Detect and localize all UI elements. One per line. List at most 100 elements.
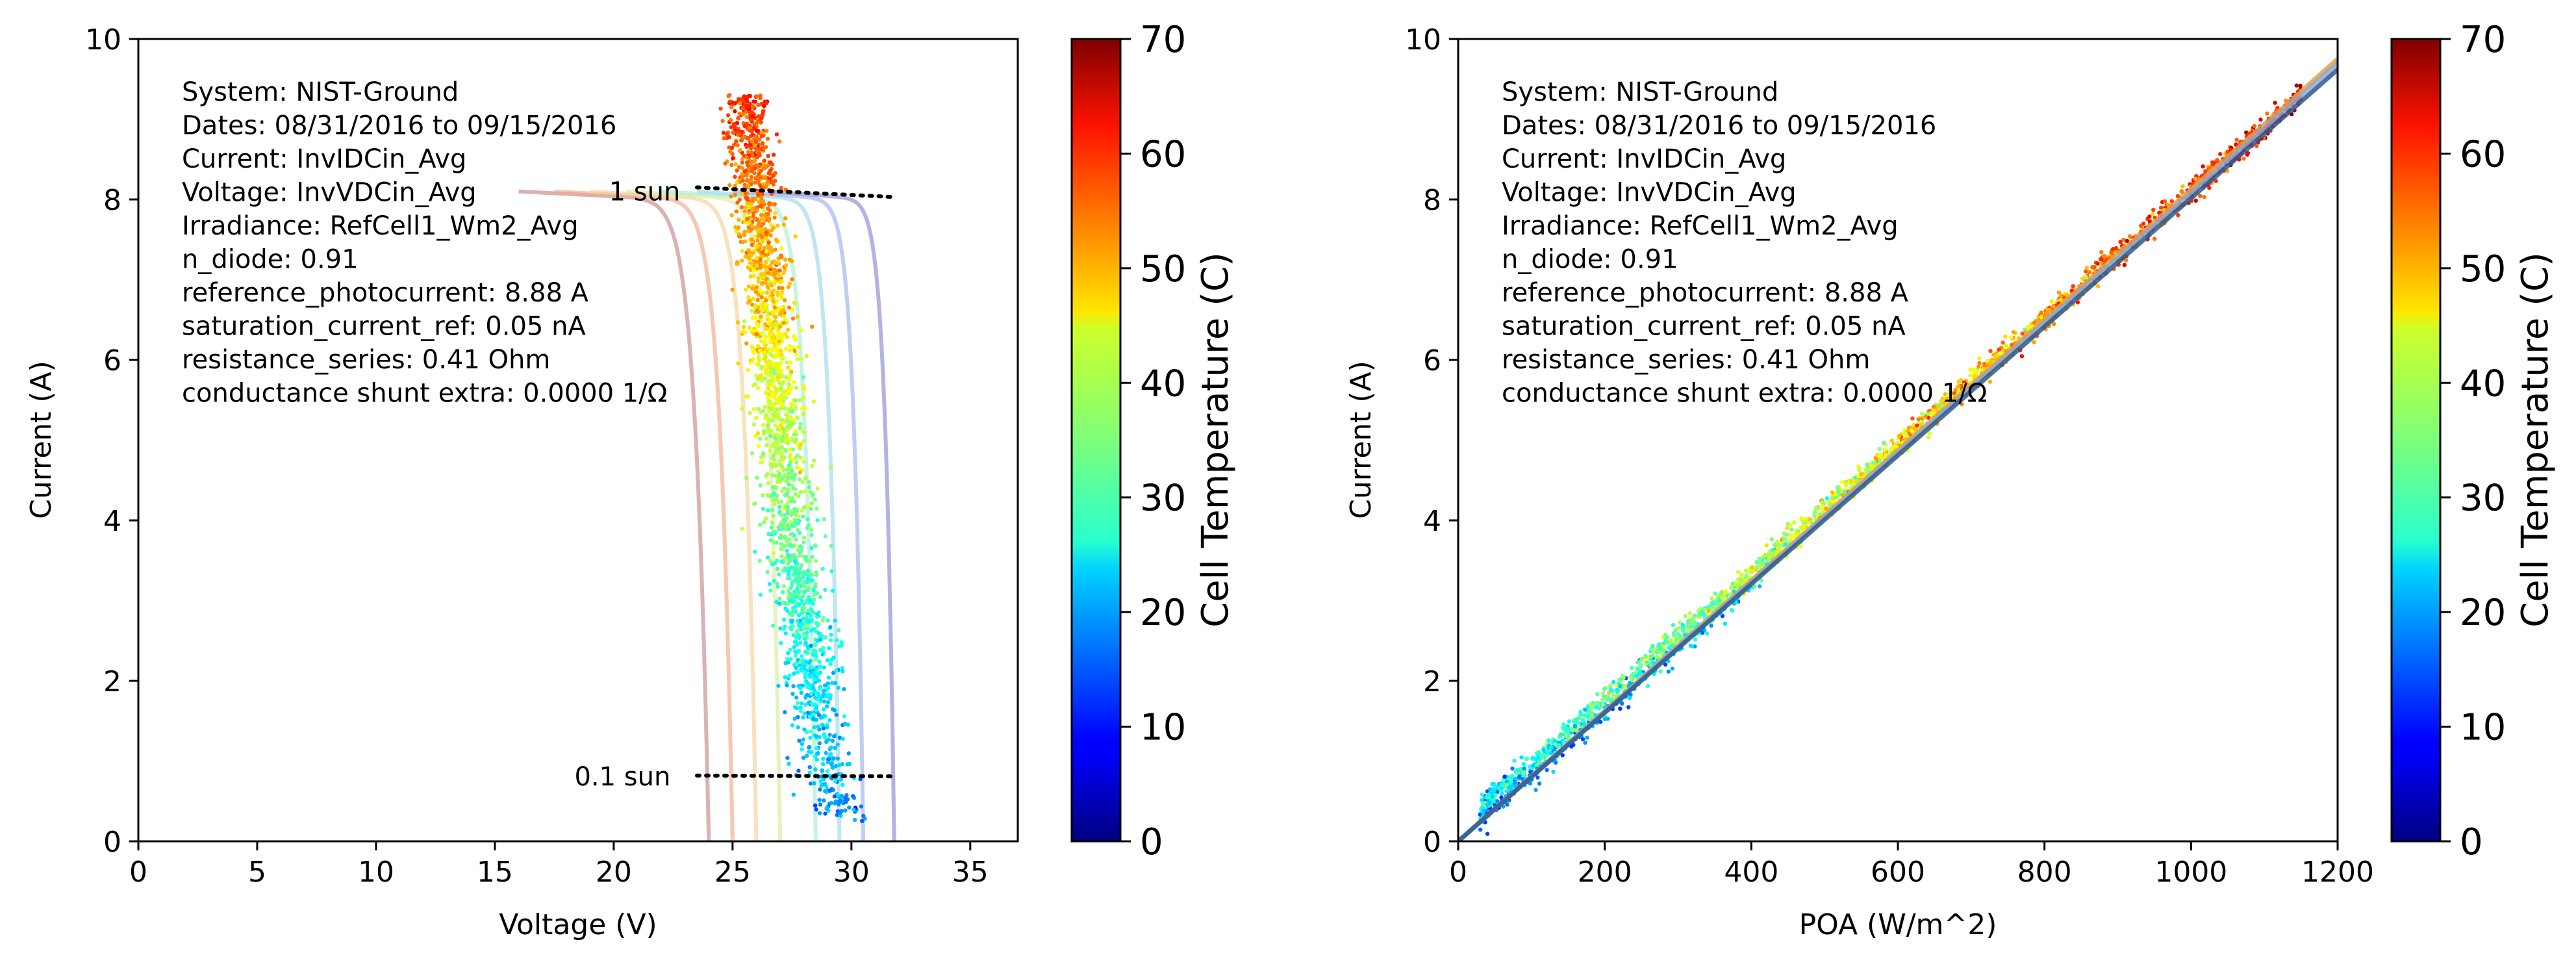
data-point [1513,776,1517,781]
iv-curve [661,189,818,841]
data-point [753,181,758,185]
data-point [783,675,787,680]
data-point [1621,675,1626,680]
data-point [1578,712,1584,717]
data-point [835,742,840,747]
data-point [827,757,831,761]
data-point [1520,776,1524,782]
data-point [750,150,754,155]
data-point [790,565,794,570]
data-point [1645,683,1650,689]
data-point [803,675,808,680]
data-point [1752,584,1757,589]
data-point [778,626,783,631]
data-point [728,118,733,122]
data-point [804,754,809,758]
data-point [768,263,773,268]
data-point [1478,827,1483,832]
data-point [750,302,755,307]
colorbar-tick-label: 0 [1140,821,1163,863]
data-point [772,394,777,398]
data-point [800,669,805,673]
data-point [787,375,792,379]
data-point [779,554,784,559]
data-point [758,483,763,488]
data-point [800,479,805,485]
x-tick-label: 30 [833,856,870,889]
data-point [751,296,755,301]
data-point [781,320,786,325]
data-point [1932,404,1936,409]
colorbar-gradient [1072,39,1120,841]
data-point [803,702,808,707]
data-point [1665,640,1669,644]
data-point [1635,660,1640,665]
data-point [747,126,751,131]
data-point [823,534,828,539]
data-point [1600,702,1605,707]
data-point [761,161,766,166]
data-point [752,171,757,175]
data-point [1658,669,1663,674]
data-point [1519,755,1524,759]
data-point [822,699,827,704]
colorbar-label: Cell Temperature (C) [2514,252,2557,628]
data-point [735,320,740,325]
data-point [838,798,842,804]
data-point [752,166,757,171]
annotation-0-1-sun: 0.1 sun [574,762,670,792]
data-point [818,665,823,669]
data-point [789,385,794,390]
data-point [817,798,822,802]
data-point [1952,391,1956,396]
data-point [791,633,796,637]
data-point [1649,654,1654,659]
data-point [1615,683,1619,688]
data-point [814,620,818,626]
data-point [809,691,814,696]
data-point [801,756,806,760]
data-point [1910,416,1915,421]
data-point [1706,604,1711,609]
plot-area [138,39,1018,841]
data-point [2234,137,2239,142]
data-point [772,260,777,264]
data-point [772,215,777,220]
data-point [780,454,785,459]
colorbar-tick-label: 60 [1140,133,1186,175]
data-point [1730,608,1735,613]
data-point [1889,439,1894,443]
data-point [1630,666,1634,670]
data-point [803,695,808,700]
data-point [790,308,795,312]
data-point [777,472,782,476]
data-point [773,210,777,215]
data-point [826,685,831,691]
data-point [781,626,786,631]
data-point [786,660,790,665]
data-point [2158,205,2164,210]
data-point [766,206,770,211]
data-point [826,675,831,680]
data-point [750,110,754,114]
data-point [766,386,771,391]
data-point [768,448,772,453]
data-point [1490,795,1495,799]
data-point [812,725,816,730]
data-point [775,581,779,586]
data-point [1480,792,1484,797]
data-point [1939,399,1943,403]
data-point [786,589,791,593]
x-tick-label: 1000 [2154,856,2227,889]
data-point [751,99,756,104]
data-point [747,299,752,303]
data-point [2032,340,2036,344]
data-point [805,685,810,689]
data-point [759,366,764,371]
data-point [828,625,833,630]
data-point [772,435,777,440]
parameter-line: reference_photocurrent: 8.88 A [182,278,589,308]
data-point [809,643,813,648]
